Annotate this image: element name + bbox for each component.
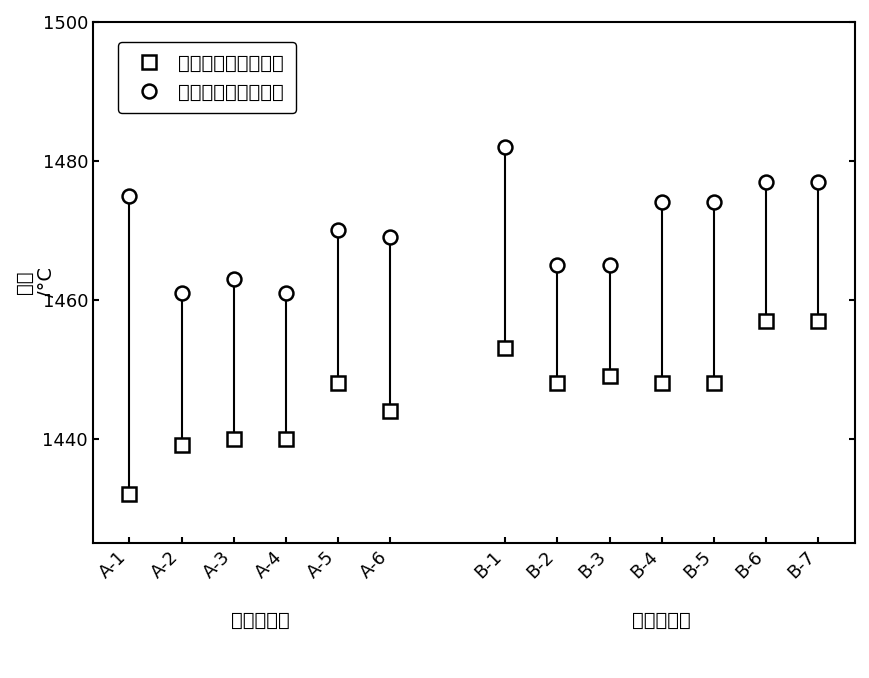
- Text: 巴西铁矿石: 巴西铁矿石: [632, 610, 691, 629]
- Text: 澳洲铁矿石: 澳洲铁矿石: [230, 610, 289, 629]
- Y-axis label: 温度
/°C: 温度 /°C: [15, 267, 56, 298]
- Legend: 铁矿石软融起始温度, 铁矿石软融终止温度: 铁矿石软融起始温度, 铁矿石软融终止温度: [118, 42, 295, 113]
